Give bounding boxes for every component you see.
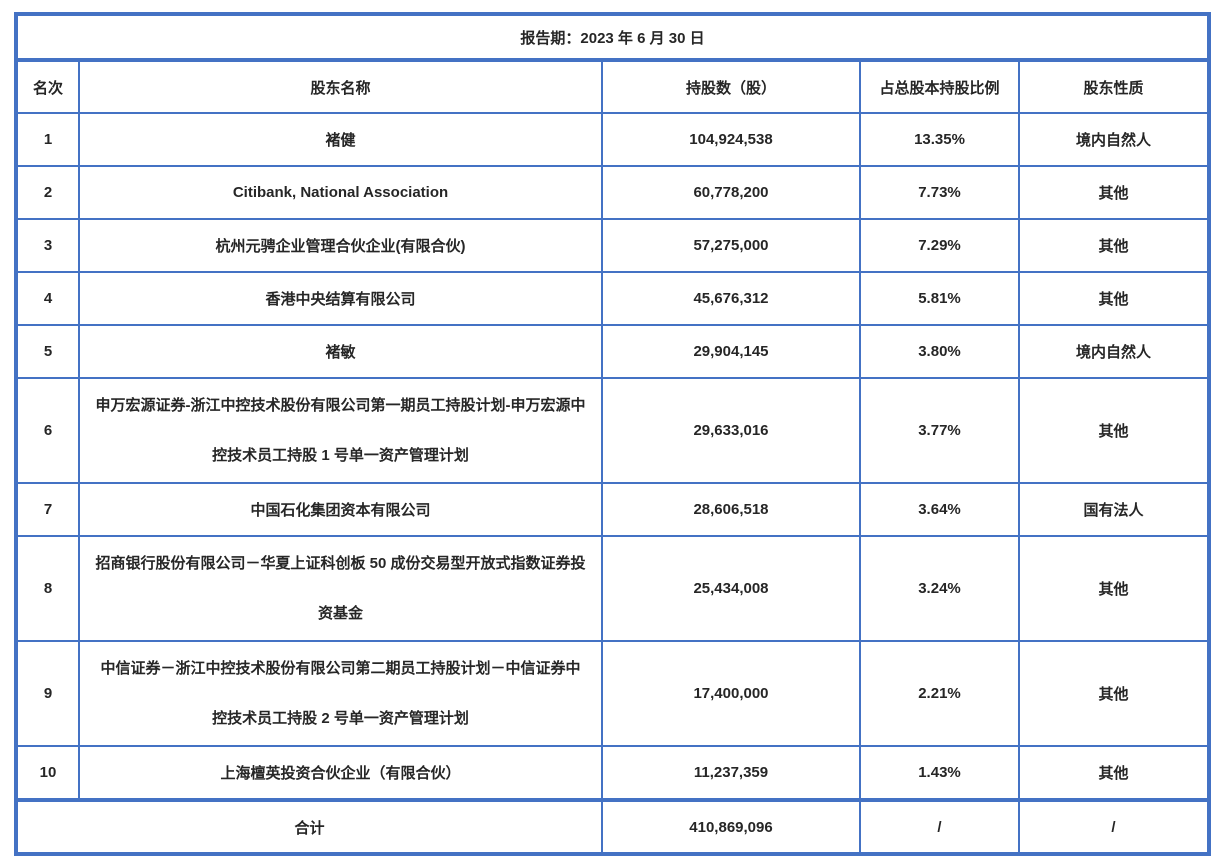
table-row: 2 Citibank, National Association 60,778,… [15,165,1211,220]
rank-cell: 2 [15,165,80,220]
nature-cell: 境内自然人 [1017,324,1211,379]
percentage-cell: 13.35% [859,112,1020,167]
column-header-percentage: 占总股本持股比例 [859,59,1020,114]
nature-cell: 其他 [1017,377,1211,484]
table-row: 9 中信证券－浙江中控技术股份有限公司第二期员工持股计划－中信证券中控技术员工持… [15,640,1211,747]
shares-cell: 25,434,008 [601,535,861,642]
shareholder-name-cell: Citibank, National Association [78,165,603,220]
total-label-cell: 合计 [15,798,603,855]
table-row: 1 褚健 104,924,538 13.35% 境内自然人 [15,112,1211,167]
shares-cell: 11,237,359 [601,745,861,801]
percentage-cell: 7.29% [859,218,1020,273]
shareholder-name-cell: 上海檀英投资合伙企业（有限合伙） [78,745,603,801]
table-row: 7 中国石化集团资本有限公司 28,606,518 3.64% 国有法人 [15,482,1211,537]
percentage-cell: 3.80% [859,324,1020,379]
shareholder-name-cell: 申万宏源证券-浙江中控技术股份有限公司第一期员工持股计划-申万宏源中控技术员工持… [78,377,603,484]
rank-cell: 7 [15,482,80,537]
shares-cell: 104,924,538 [601,112,861,167]
shareholder-name-cell: 招商银行股份有限公司－华夏上证科创板 50 成份交易型开放式指数证券投资基金 [78,535,603,642]
percentage-cell: 7.73% [859,165,1020,220]
nature-cell: 其他 [1017,218,1211,273]
percentage-cell: 1.43% [859,745,1020,801]
shares-cell: 57,275,000 [601,218,861,273]
table-row: 10 上海檀英投资合伙企业（有限合伙） 11,237,359 1.43% 其他 [15,745,1211,801]
rank-cell: 3 [15,218,80,273]
shares-cell: 29,904,145 [601,324,861,379]
rank-cell: 1 [15,112,80,167]
table-row: 6 申万宏源证券-浙江中控技术股份有限公司第一期员工持股计划-申万宏源中控技术员… [15,377,1211,484]
total-shares-cell: 410,869,096 [601,798,861,855]
report-period-row: 报告期：2023 年 6 月 30 日 [14,13,1211,62]
table-row: 8 招商银行股份有限公司－华夏上证科创板 50 成份交易型开放式指数证券投资基金… [15,535,1211,642]
percentage-cell: 2.21% [859,640,1020,747]
rank-cell: 4 [15,271,80,326]
shares-cell: 45,676,312 [601,271,861,326]
shareholder-name-cell: 褚健 [78,112,603,167]
nature-cell: 其他 [1017,640,1211,747]
total-nature-cell: / [1017,798,1211,855]
percentage-cell: 5.81% [859,271,1020,326]
nature-cell: 境内自然人 [1017,112,1211,167]
total-percentage-cell: / [859,798,1020,855]
column-header-shareholder-name: 股东名称 [78,59,603,114]
rank-cell: 8 [15,535,80,642]
rank-cell: 6 [15,377,80,484]
column-header-rank: 名次 [15,59,80,114]
nature-cell: 其他 [1017,535,1211,642]
rank-cell: 9 [15,640,80,747]
shares-cell: 60,778,200 [601,165,861,220]
percentage-cell: 3.24% [859,535,1020,642]
percentage-cell: 3.64% [859,482,1020,537]
column-header-shares: 持股数（股） [601,59,861,114]
shareholders-table-container: 报告期：2023 年 6 月 30 日 名次 股东名称 持股数（股） 占总股本持… [14,12,1212,856]
percentage-cell: 3.77% [859,377,1020,484]
rank-cell: 10 [15,745,80,801]
shareholders-table: 报告期：2023 年 6 月 30 日 名次 股东名称 持股数（股） 占总股本持… [14,12,1212,856]
shares-cell: 17,400,000 [601,640,861,747]
shareholder-name-cell: 中信证券－浙江中控技术股份有限公司第二期员工持股计划－中信证券中控技术员工持股 … [78,640,603,747]
table-header-row: 名次 股东名称 持股数（股） 占总股本持股比例 股东性质 [15,59,1211,114]
table-row: 4 香港中央结算有限公司 45,676,312 5.81% 其他 [15,271,1211,326]
report-period-label: 报告期：2023 年 6 月 30 日 [14,13,1211,62]
shareholder-name-cell: 中国石化集团资本有限公司 [78,482,603,537]
shareholder-name-cell: 褚敏 [78,324,603,379]
rank-cell: 5 [15,324,80,379]
nature-cell: 其他 [1017,745,1211,801]
nature-cell: 其他 [1017,271,1211,326]
table-row: 5 褚敏 29,904,145 3.80% 境内自然人 [15,324,1211,379]
nature-cell: 国有法人 [1017,482,1211,537]
shareholder-name-cell: 杭州元骋企业管理合伙企业(有限合伙) [78,218,603,273]
shares-cell: 29,633,016 [601,377,861,484]
shareholder-name-cell: 香港中央结算有限公司 [78,271,603,326]
table-row: 3 杭州元骋企业管理合伙企业(有限合伙) 57,275,000 7.29% 其他 [15,218,1211,273]
shares-cell: 28,606,518 [601,482,861,537]
total-row: 合计 410,869,096 / / [15,798,1211,855]
nature-cell: 其他 [1017,165,1211,220]
column-header-nature: 股东性质 [1017,59,1211,114]
